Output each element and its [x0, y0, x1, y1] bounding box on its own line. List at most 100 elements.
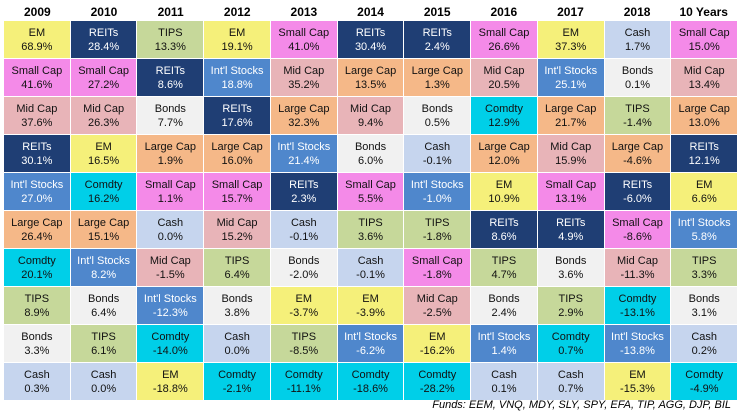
return-cell: TIPS -1.8%: [404, 211, 471, 248]
asset-label: TIPS: [425, 216, 450, 229]
return-cell: Int'l Stocks 21.4%: [270, 135, 337, 172]
asset-label: Int'l Stocks: [611, 330, 664, 343]
asset-label: Cash: [424, 140, 451, 153]
asset-label: Mid Cap: [550, 140, 592, 153]
return-cell: TIPS 2.9%: [537, 287, 604, 324]
asset-label: Mid Cap: [83, 102, 125, 115]
asset-label: Cash: [290, 216, 317, 229]
return-value: 9.4%: [358, 116, 384, 129]
return-cell: Mid Cap -1.5%: [137, 249, 204, 286]
asset-label: Int'l Stocks: [344, 330, 397, 343]
return-value: 12.1%: [688, 154, 720, 167]
return-value: 0.3%: [24, 382, 50, 395]
rank-row: EM 68.9% REITs 28.4% TIPS 13.3% EM 19.1% Small C…: [4, 21, 738, 58]
return-cell: Bonds 0.5%: [404, 97, 471, 134]
return-value: -3.9%: [356, 306, 385, 319]
return-value: 19.1%: [221, 40, 253, 53]
return-value: -8.5%: [289, 344, 319, 357]
return-cell: TIPS -8.5%: [270, 325, 337, 362]
asset-label: Mid Cap: [283, 64, 325, 77]
return-cell: REITs 17.6%: [204, 97, 270, 134]
return-cell: REITs -6.0%: [604, 173, 671, 210]
asset-label: Small Cap: [612, 216, 663, 229]
asset-label: REITs: [222, 102, 252, 115]
column-header: 2018: [623, 5, 651, 19]
return-value: 26.4%: [21, 230, 53, 243]
return-value: -13.1%: [620, 306, 655, 319]
return-value: 20.1%: [21, 268, 53, 281]
rank-row: Int'l Stocks 27.0% Comdty 16.2% Small Cap 1.1…: [4, 173, 738, 210]
column-header: 2010: [90, 5, 118, 19]
return-cell: Bonds 0.1%: [604, 59, 671, 96]
return-cell: Bonds -2.0%: [270, 249, 337, 286]
return-cell: Comdty -4.9%: [671, 363, 738, 400]
return-cell: Comdty -14.0%: [137, 325, 204, 362]
asset-label: Int'l Stocks: [477, 330, 531, 343]
return-value: -18.6%: [353, 382, 388, 395]
asset-label: EM: [295, 292, 313, 305]
asset-label: Mid Cap: [683, 64, 725, 77]
return-cell: Small Cap 13.1%: [537, 173, 604, 210]
column-header: 2009: [23, 5, 51, 19]
return-value: 13.4%: [688, 78, 720, 91]
asset-label: Large Cap: [211, 140, 263, 153]
asset-label: Comdty: [351, 368, 390, 381]
asset-label: Mid Cap: [16, 102, 58, 115]
return-value: 15.1%: [88, 230, 120, 243]
return-value: 5.5%: [358, 192, 384, 205]
return-cell: Cash 0.2%: [671, 325, 738, 362]
asset-label: TIPS: [291, 330, 317, 343]
return-cell: Large Cap 32.3%: [270, 97, 337, 134]
asset-label: Large Cap: [411, 64, 463, 77]
return-cell: Mid Cap 9.4%: [337, 97, 404, 134]
return-value: 1.1%: [157, 192, 183, 205]
return-cell: Bonds 7.7%: [137, 97, 204, 134]
return-value: 37.6%: [21, 116, 53, 129]
return-value: 68.9%: [21, 40, 53, 53]
return-cell: Cash 0.0%: [204, 325, 270, 362]
return-cell: Small Cap -8.6%: [604, 211, 671, 248]
return-cell: EM -3.9%: [337, 287, 404, 324]
return-cell: Mid Cap 35.2%: [270, 59, 337, 96]
asset-label: Int'l Stocks: [10, 178, 64, 191]
asset-label: Bonds: [21, 330, 53, 343]
asset-label: TIPS: [158, 26, 183, 39]
return-cell: Large Cap 21.7%: [537, 97, 604, 134]
return-cell: Small Cap -1.8%: [404, 249, 471, 286]
asset-label: EM: [695, 178, 713, 191]
asset-label: Bonds: [154, 102, 186, 115]
return-value: 15.9%: [555, 154, 587, 167]
return-cell: TIPS 3.6%: [337, 211, 404, 248]
return-cell: Cash 0.3%: [4, 363, 70, 400]
return-value: -6.0%: [623, 192, 652, 205]
return-value: 7.7%: [157, 116, 183, 129]
asset-label: Cash: [691, 330, 718, 343]
return-value: 1.4%: [491, 344, 517, 357]
return-value: 12.0%: [488, 154, 520, 167]
asset-label: Small Cap: [678, 26, 730, 39]
return-value: 26.6%: [488, 40, 520, 53]
asset-label: Bonds: [354, 140, 387, 153]
return-value: 6.4%: [91, 306, 117, 319]
asset-label: Mid Cap: [416, 292, 458, 305]
asset-label: TIPS: [224, 254, 250, 267]
asset-label: Small Cap: [345, 178, 396, 191]
asset-label: EM: [228, 26, 246, 39]
return-cell: Mid Cap 26.3%: [70, 97, 137, 134]
return-value: 0.0%: [157, 230, 183, 243]
return-value: 37.3%: [555, 40, 587, 53]
return-value: 16.5%: [88, 154, 120, 167]
return-value: 35.2%: [288, 78, 320, 91]
return-cell: EM 68.9%: [4, 21, 70, 58]
asset-label: Large Cap: [11, 216, 63, 229]
return-value: -14.0%: [152, 344, 188, 357]
return-cell: EM -15.3%: [604, 363, 671, 400]
return-value: -18.8%: [152, 382, 188, 395]
funds-footnote: Funds: EEM, VNQ, MDY, SLY, SPY, EFA, TIP…: [432, 399, 731, 411]
return-value: 30.4%: [354, 40, 387, 53]
return-value: 15.2%: [221, 230, 253, 243]
asset-label: Small Cap: [411, 254, 463, 267]
return-value: -1.0%: [422, 192, 452, 205]
return-value: 21.7%: [555, 116, 587, 129]
asset-label: Small Cap: [11, 64, 63, 77]
